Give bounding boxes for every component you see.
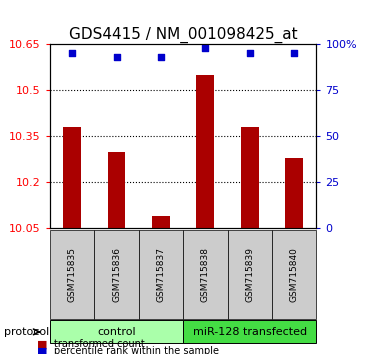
- Text: GSM715837: GSM715837: [157, 247, 165, 302]
- Text: ■: ■: [37, 339, 47, 349]
- Text: GSM715838: GSM715838: [201, 247, 210, 302]
- Bar: [108, 152, 125, 228]
- Text: protocol: protocol: [4, 327, 49, 337]
- Text: GSM715836: GSM715836: [112, 247, 121, 302]
- Point: [69, 51, 75, 56]
- Point: [114, 54, 120, 60]
- Point: [158, 54, 164, 60]
- Text: control: control: [97, 327, 136, 337]
- Title: GDS4415 / NM_001098425_at: GDS4415 / NM_001098425_at: [69, 27, 297, 43]
- Bar: [63, 127, 81, 228]
- Bar: [196, 75, 214, 228]
- Point: [247, 51, 253, 56]
- Bar: [241, 127, 259, 228]
- Text: miR-128 transfected: miR-128 transfected: [193, 327, 307, 337]
- Point: [291, 51, 297, 56]
- Text: GSM715839: GSM715839: [245, 247, 254, 302]
- Text: GSM715835: GSM715835: [68, 247, 77, 302]
- Bar: [152, 216, 170, 228]
- Bar: [285, 158, 303, 228]
- Text: ■: ■: [37, 346, 47, 354]
- Text: percentile rank within the sample: percentile rank within the sample: [54, 346, 219, 354]
- Point: [202, 45, 208, 51]
- Text: GSM715840: GSM715840: [290, 247, 299, 302]
- Text: transformed count: transformed count: [54, 339, 144, 349]
